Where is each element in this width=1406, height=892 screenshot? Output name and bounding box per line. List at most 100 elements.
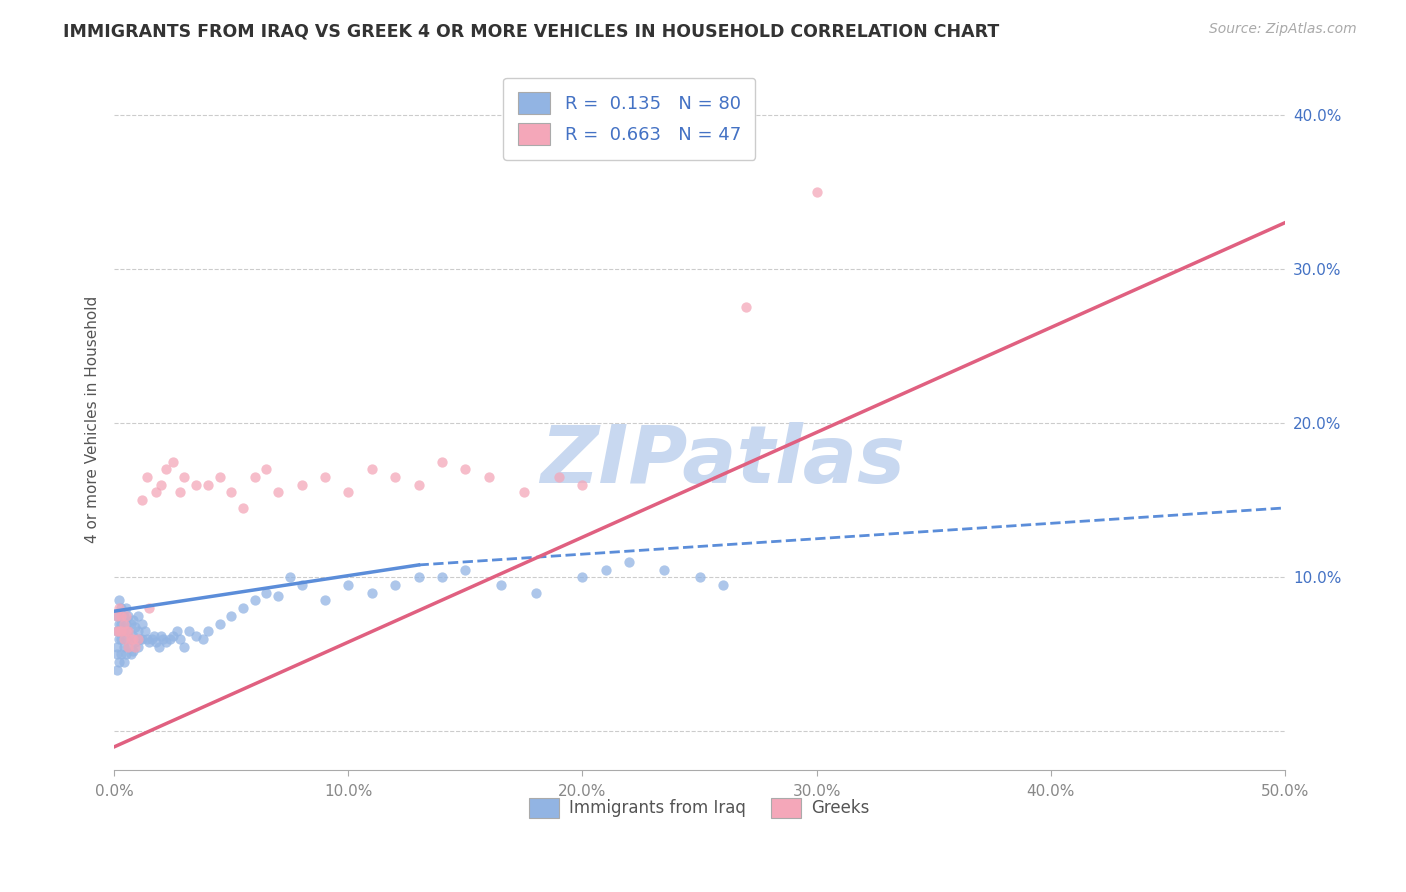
Point [159,632,181,646]
Point [232,500,254,515]
Point [105,648,128,662]
Point [129,632,152,646]
Point [105,608,128,623]
Point [122,614,145,628]
Point [243,470,266,484]
Point [384,470,406,484]
Text: ZIPatlas: ZIPatlas [540,422,905,500]
Y-axis label: 4 or more Vehicles in Household: 4 or more Vehicles in Household [86,295,100,543]
Point [186,477,208,491]
Point [131,632,153,646]
Point [711,578,734,592]
Point [127,640,149,654]
Point [337,578,360,592]
Point [267,589,290,603]
Point [141,632,163,646]
Point [112,640,135,654]
Point [735,301,758,315]
Point [408,477,430,491]
Point [430,455,453,469]
Point [117,624,139,639]
Point [148,640,170,654]
Point [115,624,138,639]
Point [571,570,593,584]
Point [115,648,138,662]
Point [208,470,231,484]
Point [138,601,160,615]
Point [267,485,290,500]
Point [110,608,132,623]
Point [105,640,128,654]
Point [408,570,430,584]
Point [208,616,231,631]
Point [122,629,145,643]
Point [197,477,219,491]
Point [314,470,336,484]
Point [120,648,142,662]
Text: Source: ZipAtlas.com: Source: ZipAtlas.com [1209,22,1357,37]
Point [108,632,131,646]
Point [131,493,153,508]
Point [136,632,159,646]
Point [136,470,159,484]
Point [138,635,160,649]
Point [179,624,201,639]
Point [337,485,360,500]
Point [108,593,131,607]
Point [162,629,184,643]
Point [110,648,132,662]
Text: IMMIGRANTS FROM IRAQ VS GREEK 4 OR MORE VEHICLES IN HOUSEHOLD CORRELATION CHART: IMMIGRANTS FROM IRAQ VS GREEK 4 OR MORE … [63,22,1000,40]
Point [254,462,277,476]
Point [169,632,191,646]
Point [619,555,641,569]
Point [115,601,138,615]
Point [360,585,382,599]
Point [430,570,453,584]
Point [117,640,139,654]
Point [173,640,195,654]
Point [110,601,132,615]
Point [689,570,711,584]
Point [131,616,153,631]
Point [108,624,131,639]
Point [117,624,139,639]
Point [115,616,138,631]
Point [110,624,132,639]
Point [112,624,135,639]
Point [110,616,132,631]
Point [105,624,128,639]
Legend: Immigrants from Iraq, Greeks: Immigrants from Iraq, Greeks [523,791,876,825]
Point [162,455,184,469]
Point [155,635,177,649]
Point [145,485,167,500]
Point [219,608,242,623]
Point [454,462,477,476]
Point [571,477,593,491]
Point [112,608,135,623]
Point [478,470,501,484]
Point [243,593,266,607]
Point [112,655,135,669]
Point [127,608,149,623]
Point [155,462,177,476]
Point [105,624,128,639]
Point [254,585,277,599]
Point [134,624,156,639]
Point [120,616,142,631]
Point [152,632,174,646]
Point [117,640,139,654]
Point [654,563,676,577]
Point [150,477,173,491]
Point [806,185,828,199]
Point [166,624,188,639]
Point [120,632,142,646]
Point [150,629,173,643]
Point [108,655,131,669]
Point [278,570,301,584]
Point [112,616,135,631]
Point [112,632,135,646]
Point [219,485,242,500]
Point [124,640,146,654]
Point [122,644,145,658]
Point [124,619,146,633]
